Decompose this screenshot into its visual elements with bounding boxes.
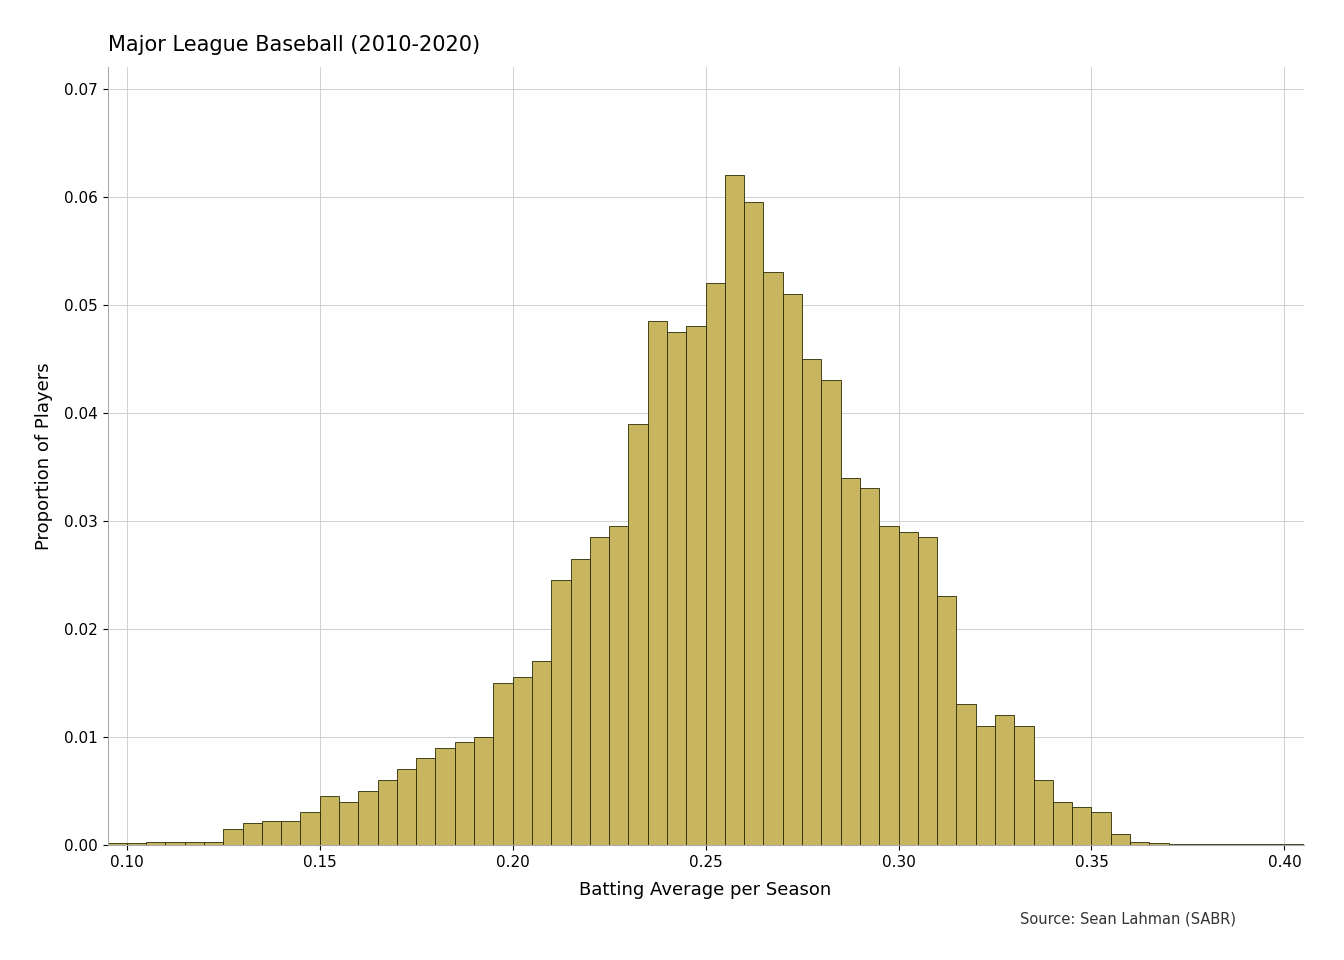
Bar	[1091, 812, 1110, 845]
Bar	[1169, 844, 1188, 845]
Bar	[1149, 843, 1169, 845]
Bar	[1015, 726, 1034, 845]
Bar	[860, 489, 879, 845]
Bar	[571, 559, 590, 845]
Bar	[126, 843, 146, 845]
Bar	[474, 737, 493, 845]
Bar	[648, 321, 667, 845]
Bar	[1110, 834, 1130, 845]
Bar	[745, 203, 763, 845]
Bar	[1285, 844, 1304, 845]
Bar	[417, 758, 435, 845]
Text: Source: Sean Lahman (SABR): Source: Sean Lahman (SABR)	[1020, 911, 1236, 926]
Bar	[782, 294, 802, 845]
Bar	[108, 843, 126, 845]
Bar	[339, 802, 359, 845]
Bar	[204, 842, 223, 845]
Bar	[512, 678, 532, 845]
Bar	[995, 715, 1015, 845]
Bar	[1073, 807, 1091, 845]
Bar	[840, 477, 860, 845]
Bar	[551, 580, 571, 845]
Bar	[879, 526, 899, 845]
Bar	[396, 769, 417, 845]
Bar	[590, 537, 609, 845]
Bar	[1265, 844, 1285, 845]
Bar	[146, 842, 165, 845]
Bar	[435, 748, 454, 845]
Bar	[976, 726, 995, 845]
Text: Major League Baseball (2010-2020): Major League Baseball (2010-2020)	[108, 35, 480, 55]
Bar	[378, 780, 396, 845]
Bar	[667, 332, 687, 845]
Bar	[609, 526, 629, 845]
Bar	[301, 812, 320, 845]
Bar	[454, 742, 474, 845]
Bar	[493, 683, 512, 845]
Bar	[802, 359, 821, 845]
X-axis label: Batting Average per Season: Batting Average per Season	[579, 880, 832, 899]
Bar	[1052, 802, 1073, 845]
Bar	[532, 661, 551, 845]
Y-axis label: Proportion of Players: Proportion of Players	[35, 362, 52, 550]
Bar	[687, 326, 706, 845]
Bar	[165, 842, 184, 845]
Bar	[706, 283, 724, 845]
Bar	[763, 273, 782, 845]
Bar	[937, 596, 957, 845]
Bar	[1130, 842, 1149, 845]
Bar	[1034, 780, 1052, 845]
Bar	[359, 791, 378, 845]
Bar	[262, 821, 281, 845]
Bar	[281, 821, 301, 845]
Bar	[242, 824, 262, 845]
Bar	[918, 537, 937, 845]
Bar	[821, 380, 840, 845]
Bar	[724, 175, 745, 845]
Bar	[899, 532, 918, 845]
Bar	[223, 828, 242, 845]
Bar	[1246, 844, 1265, 845]
Bar	[957, 705, 976, 845]
Bar	[184, 842, 204, 845]
Bar	[320, 796, 339, 845]
Bar	[1207, 844, 1227, 845]
Bar	[629, 423, 648, 845]
Bar	[1227, 844, 1246, 845]
Bar	[1188, 844, 1207, 845]
